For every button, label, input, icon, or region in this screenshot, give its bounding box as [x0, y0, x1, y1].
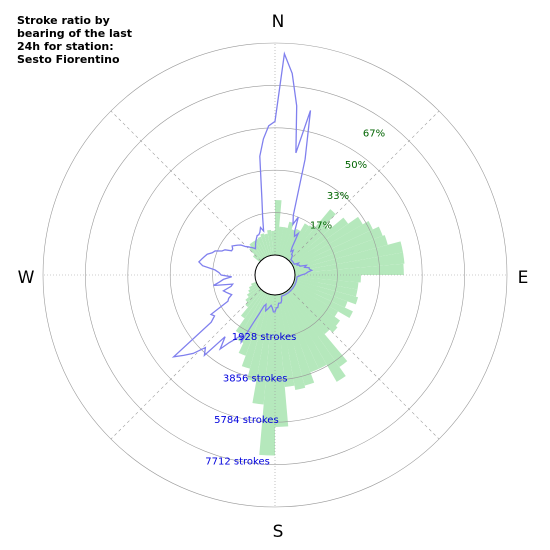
stroke-bar	[290, 217, 349, 264]
stroke-bar	[275, 294, 281, 344]
stroke-bar	[285, 231, 305, 259]
stroke-bar	[249, 247, 263, 261]
direction-label-s: S	[273, 522, 284, 542]
grid-spoke	[110, 288, 262, 440]
stroke-bar	[289, 225, 330, 263]
stroke-bar	[276, 228, 284, 256]
stroke-bar	[259, 294, 272, 336]
stroke-bar	[281, 293, 308, 348]
stroke-bar	[287, 289, 330, 335]
grid-spoke	[110, 110, 262, 262]
stroke-bar	[285, 291, 319, 340]
stroke-tick-label: 1928 strokes	[232, 332, 297, 343]
stroke-bar	[278, 227, 288, 256]
stroke-bar	[294, 241, 403, 272]
center-hole	[254, 254, 296, 296]
stroke-bar	[294, 252, 405, 274]
stroke-bar	[251, 281, 257, 286]
stroke-bar	[289, 287, 336, 332]
grid-ring	[85, 85, 465, 465]
stroke-bars	[235, 200, 405, 456]
stroke-bar	[291, 285, 339, 317]
stroke-bar	[294, 263, 404, 275]
ratio-line-path	[171, 51, 314, 358]
stroke-bar	[267, 229, 274, 256]
stroke-bar	[294, 275, 361, 283]
stroke-bar	[245, 287, 261, 303]
direction-label-n: N	[272, 12, 285, 32]
stroke-tick-label: 5784 strokes	[214, 415, 279, 426]
stroke-bar	[240, 290, 264, 319]
stroke-bar	[292, 221, 373, 267]
stroke-bar	[293, 235, 388, 270]
stroke-bar	[293, 226, 383, 269]
stroke-bar	[255, 238, 267, 258]
ratio-tick-label: 17%	[310, 220, 332, 231]
stroke-bar	[238, 293, 269, 356]
direction-label-e: E	[518, 268, 529, 288]
ratio-tick-label: 50%	[345, 160, 367, 171]
stroke-bar	[241, 293, 270, 369]
stroke-bar	[292, 283, 353, 318]
stroke-bar	[275, 228, 280, 256]
stroke-bar	[269, 294, 275, 342]
stroke-bar	[252, 254, 261, 263]
stroke-bar	[246, 286, 260, 298]
stroke-bar	[280, 228, 292, 257]
ratio-tick-label: 67%	[363, 129, 385, 140]
stroke-bar	[264, 233, 272, 256]
stroke-tick-label: 3856 strokes	[223, 374, 288, 385]
ratio-tick-label: 33%	[327, 191, 349, 202]
stroke-bar	[271, 230, 275, 256]
direction-label-w: W	[18, 268, 35, 288]
stroke-bar	[263, 294, 274, 344]
ratio-line	[171, 51, 314, 358]
stroke-bar	[245, 289, 263, 308]
stroke-bar	[249, 242, 264, 260]
stroke-bar	[286, 290, 324, 337]
stroke-bar	[237, 292, 267, 343]
polar-grid	[42, 42, 508, 508]
stroke-bar	[294, 276, 359, 290]
axis-labels: N E S W 17% 33% 50% 67% 1928 strokes 3856 strokes…	[18, 12, 529, 542]
stroke-bar	[283, 228, 301, 258]
stroke-bar	[280, 293, 300, 346]
stroke-bar	[293, 280, 359, 305]
stroke-bar	[235, 291, 265, 335]
grid-spoke	[288, 288, 440, 440]
stroke-bar	[248, 283, 258, 290]
grid-spoke	[288, 110, 440, 262]
stroke-bar	[287, 209, 336, 261]
stroke-bar	[290, 286, 341, 327]
stroke-bar	[293, 281, 348, 308]
stroke-bar	[260, 233, 270, 257]
stroke-bar	[278, 294, 295, 349]
stroke-bar	[283, 292, 316, 349]
stroke-tick-label: 7712 strokes	[205, 456, 270, 467]
grid-ring	[127, 127, 423, 423]
grid-ring	[42, 42, 508, 508]
stroke-bar	[276, 294, 289, 352]
chart-title: Stroke ratio by bearing of the last 24h …	[17, 14, 133, 66]
stroke-bar	[281, 229, 296, 257]
stroke-bar	[248, 285, 259, 293]
stroke-bar	[257, 236, 269, 257]
stroke-bar	[294, 278, 358, 297]
